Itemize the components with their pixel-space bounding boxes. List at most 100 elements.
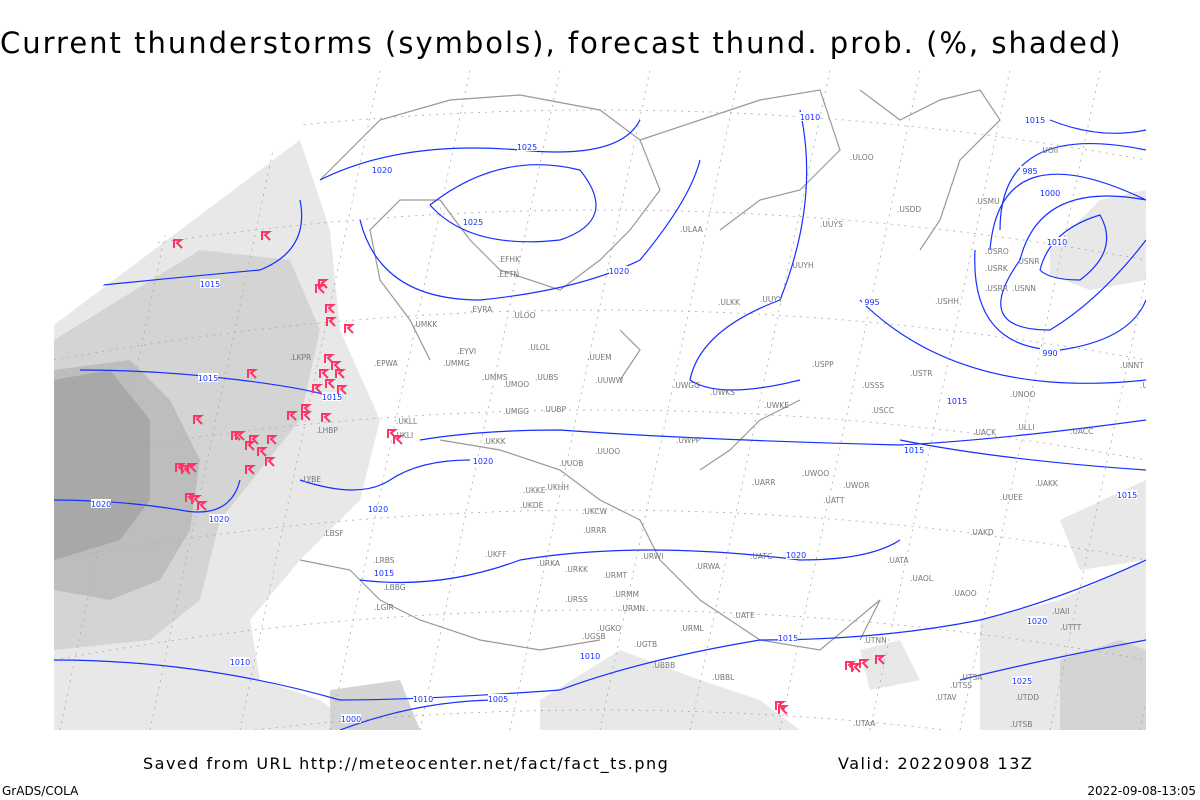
isobar-line <box>959 639 1146 681</box>
station-label: .UWPP <box>676 436 701 445</box>
station-label: .ULOO <box>512 311 536 320</box>
isobar-label-bg <box>1040 188 1060 197</box>
station-label: .UTDD <box>1015 693 1039 702</box>
thunderstorm-symbol-icon <box>191 495 202 505</box>
station-label: .UATE <box>733 611 755 620</box>
station-label: .URMN <box>620 604 645 613</box>
station-labels: .ULOO .ULAA .UUYS .UUYH .ULKK .UUYY .USDD .USHH… <box>290 146 1164 729</box>
isobar-line <box>79 369 341 401</box>
station-label: .LKPR <box>290 353 311 362</box>
isobar-label-bg <box>1027 616 1047 625</box>
meridian-line <box>1139 70 1146 730</box>
shaded-probability-area <box>1060 480 1146 570</box>
isobar-line <box>859 299 1146 384</box>
station-label: .UKLI <box>394 431 413 440</box>
isobar-label-bg <box>372 165 392 174</box>
thunderstorm-symbol-icon <box>778 705 789 715</box>
meridian-line <box>149 70 291 730</box>
station-label: .UUWW <box>595 376 624 385</box>
isobar-label-bg <box>1025 115 1045 124</box>
isobar-label: 1015 <box>200 280 220 289</box>
station-label: .URRR <box>583 526 607 535</box>
station-label: .UBBL <box>712 673 735 682</box>
isobar-label: 1005 <box>488 695 508 704</box>
isobars: 1025 1020 1025 1020 1010 1015 1015 1015 1020 1020… <box>54 109 1146 730</box>
isobar-label: 1000 <box>1040 189 1060 198</box>
station-label: .UWGG <box>673 381 700 390</box>
coastline <box>699 399 801 471</box>
thunderstorm-symbol-icon <box>265 457 276 467</box>
coastline <box>319 94 661 361</box>
meridian-line <box>239 70 381 730</box>
thunderstorm-symbol-icon <box>267 435 278 445</box>
station-label: .UNNT <box>1120 361 1144 370</box>
isobar-label: 1015 <box>1117 491 1137 500</box>
station-label: .UUYY <box>760 295 783 304</box>
station-label: .UMKK <box>413 320 438 329</box>
station-label: .UTSA <box>960 673 983 682</box>
isobar-label-bg <box>517 142 537 151</box>
station-label: .UBBB <box>652 661 675 670</box>
station-label: .USNN <box>1012 284 1036 293</box>
thunderstorm-symbol-icon <box>326 317 337 327</box>
coastline <box>439 439 881 651</box>
thunderstorm-symbol-icon <box>187 463 198 473</box>
isobar-label-bg <box>200 279 220 288</box>
thunderstorm-symbol-icon <box>193 415 204 425</box>
meridian-line <box>959 70 1101 730</box>
isobar-label-bg <box>473 456 493 465</box>
station-label: .USPP <box>812 360 834 369</box>
generated-timestamp: 2022-09-08-13:05 <box>1087 784 1196 798</box>
station-label: .UKDE <box>520 501 544 510</box>
isobar-label: 995 <box>864 298 879 307</box>
station-label: .URMT <box>603 571 628 580</box>
isobar-label-bg <box>786 550 806 559</box>
meridian-line <box>419 70 561 730</box>
isobar-label-bg <box>862 297 882 306</box>
station-label: .URWA <box>695 562 721 571</box>
station-label: .LRBS <box>373 556 395 565</box>
isobar-label: 1010 <box>800 113 820 122</box>
meridian-line <box>59 70 201 730</box>
thunderstorm-symbol-icon <box>247 369 258 379</box>
isobar-line <box>359 539 901 584</box>
station-label: .ULLI <box>1016 423 1034 432</box>
isobar-label: 1010 <box>413 695 433 704</box>
coastlines-borders <box>299 89 1001 651</box>
station-label: .UAKK <box>1035 479 1059 488</box>
station-label: .UTAA <box>853 719 876 728</box>
isobar-line <box>299 459 471 491</box>
station-label: .UUEE <box>1000 493 1023 502</box>
parallel-line <box>54 509 1146 561</box>
station-label: .LBBG <box>383 583 406 592</box>
station-label: .UKKE <box>523 486 546 495</box>
station-label: .UKLL <box>396 417 418 426</box>
map-area: 1025 1020 1025 1020 1010 1015 1015 1015 1020 1020… <box>54 70 1164 730</box>
isobar-label-bg <box>209 514 229 523</box>
station-label: .EVRA <box>470 305 493 314</box>
isobar-label-bg <box>1047 237 1067 246</box>
station-label: .UNBB <box>1140 381 1164 390</box>
station-label: .USCC <box>871 406 894 415</box>
station-label: .UMOO <box>503 380 529 389</box>
station-label: .LGIR <box>374 603 394 612</box>
thunderstorm-symbol-icon <box>301 411 312 421</box>
thunderstorm-symbol-icon <box>312 384 323 394</box>
meridian-line <box>1049 70 1146 730</box>
isobar-line <box>1049 119 1146 134</box>
isobar-label-bg <box>230 657 250 666</box>
station-label: .URSS <box>565 595 588 604</box>
shaded-probability-area <box>54 370 150 560</box>
valid-time-text: Valid: 20220908 13Z <box>838 754 1034 773</box>
isobar-label: 1020 <box>91 500 111 509</box>
station-label: .ULOO <box>850 153 874 162</box>
isobar-label: 1020 <box>786 551 806 560</box>
station-label: .UUOB <box>559 459 583 468</box>
station-label: .LBSF <box>323 529 344 538</box>
station-label: .UUBS <box>535 373 558 382</box>
isobar-label: 1015 <box>322 393 342 402</box>
isobar-label-bg <box>463 217 483 226</box>
coastline <box>619 329 641 381</box>
station-label: .UTNN <box>863 636 887 645</box>
